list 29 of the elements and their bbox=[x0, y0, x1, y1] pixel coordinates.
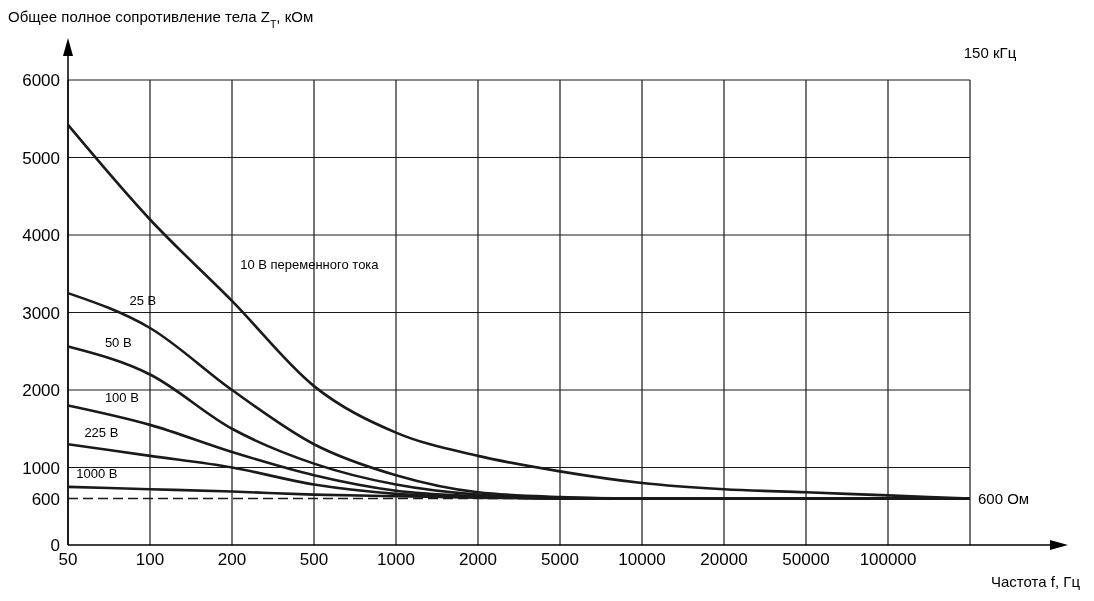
y-tick-label: 5000 bbox=[22, 148, 60, 168]
x-tick-label: 5000 bbox=[541, 550, 579, 569]
series-label: 25 В bbox=[129, 293, 157, 309]
series-label: 1000 В bbox=[76, 466, 118, 482]
x-tick-label: 1000 bbox=[377, 550, 415, 569]
x-tick-label: 200 bbox=[217, 550, 247, 569]
y-tick-label: 6000 bbox=[22, 71, 60, 90]
x-tick-label: 50 bbox=[58, 550, 78, 569]
text: 150 кГц bbox=[963, 44, 1017, 61]
series-label: 100 В bbox=[104, 390, 139, 406]
y-tick-label: 3000 bbox=[22, 303, 60, 323]
x-tick-label: 500 bbox=[299, 550, 329, 569]
x-tick-label: 10000 bbox=[618, 550, 666, 569]
series-label: 225 В bbox=[84, 424, 119, 440]
x-tick-label: 2000 bbox=[459, 550, 497, 569]
series-label: 10 В переменного тока bbox=[240, 257, 380, 273]
x-tick-label: 100000 bbox=[859, 550, 917, 569]
series-label: 50 В bbox=[104, 335, 132, 351]
x-tick-label: 20000 bbox=[700, 550, 748, 569]
y-tick-label: 1000 bbox=[22, 458, 60, 478]
ref-line-label: 600 Ом bbox=[978, 489, 1030, 507]
x-axis-title: Частота f, Гц bbox=[991, 573, 1081, 590]
x-tick-label: 100 bbox=[135, 550, 165, 569]
y-tick-label: 0 bbox=[50, 536, 60, 555]
y-axis-title: Общее полное сопротивление тела Z$_{T}$, кОм bbox=[8, 8, 314, 30]
y-tick-label: 4000 bbox=[22, 226, 60, 245]
y-tick-label: 2000 bbox=[22, 381, 60, 400]
y-tick-label: 600 bbox=[31, 489, 60, 509]
x-tick-label: 50000 bbox=[782, 550, 830, 569]
